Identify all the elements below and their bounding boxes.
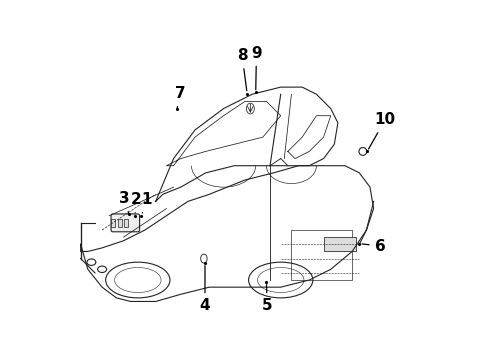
Text: 6: 6 [362,239,386,253]
Bar [323,237,356,251]
Bar [292,230,352,280]
Text: 2: 2 [131,192,142,213]
FancyBboxPatch shape [111,214,140,232]
Bar [118,219,122,227]
Text: 5: 5 [262,285,272,313]
Text: 7: 7 [174,86,185,109]
Bar [111,219,115,227]
Text: 3: 3 [119,191,129,214]
Text: 4: 4 [200,266,210,313]
Text: 1: 1 [142,192,152,213]
Bar [123,219,128,227]
Text: 10: 10 [368,112,395,149]
Text: 8: 8 [237,48,247,91]
Text: 9: 9 [251,46,262,90]
